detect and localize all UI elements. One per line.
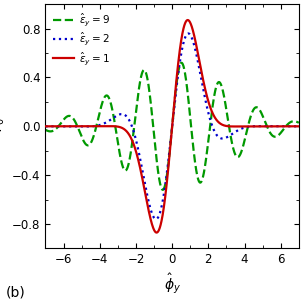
$\hat{\varepsilon}_y = 1$ bbox=[72, 125, 76, 128]
$\hat{\varepsilon}_y = 2$ bbox=[297, 125, 301, 128]
$\hat{\varepsilon}_y = 1$ bbox=[265, 125, 268, 128]
$\hat{\varepsilon}_y = 9$ bbox=[44, 128, 47, 132]
$\hat{\varepsilon}_y = 9$ bbox=[180, 61, 183, 65]
X-axis label: $\hat{\phi}_y$: $\hat{\phi}_y$ bbox=[164, 272, 181, 296]
$\hat{\varepsilon}_y = 2$ bbox=[292, 125, 296, 128]
$\hat{\varepsilon}_y = 2$ bbox=[72, 125, 76, 128]
$\hat{\varepsilon}_y = 9$ bbox=[152, 128, 155, 132]
Y-axis label: $\Psi_0$: $\Psi_0$ bbox=[0, 117, 7, 136]
$\hat{\varepsilon}_y = 2$ bbox=[265, 124, 268, 128]
Text: (b): (b) bbox=[6, 286, 26, 300]
$\hat{\varepsilon}_y = 1$ bbox=[297, 125, 301, 128]
$\hat{\varepsilon}_y = 9$ bbox=[72, 118, 76, 122]
$\hat{\varepsilon}_y = 2$ bbox=[187, 32, 190, 35]
$\hat{\varepsilon}_y = 1$ bbox=[141, 178, 145, 182]
$\hat{\varepsilon}_y = 1$ bbox=[44, 125, 47, 128]
$\hat{\varepsilon}_y = 9$ bbox=[141, 70, 145, 73]
$\hat{\varepsilon}_y = 1$ bbox=[186, 18, 190, 22]
$\hat{\varepsilon}_y = 2$ bbox=[152, 215, 155, 219]
$\hat{\varepsilon}_y = 9$ bbox=[88, 143, 91, 147]
$\hat{\varepsilon}_y = 2$ bbox=[88, 125, 91, 128]
$\hat{\varepsilon}_y = 1$ bbox=[152, 227, 155, 231]
Line: $\hat{\varepsilon}_y = 9$: $\hat{\varepsilon}_y = 9$ bbox=[45, 63, 299, 190]
$\hat{\varepsilon}_y = 1$ bbox=[88, 125, 91, 128]
$\hat{\varepsilon}_y = 9$ bbox=[297, 121, 301, 125]
$\hat{\varepsilon}_y = 9$ bbox=[292, 119, 296, 123]
$\hat{\varepsilon}_y = 9$ bbox=[265, 124, 268, 128]
$\hat{\varepsilon}_y = 9$ bbox=[161, 188, 165, 192]
$\hat{\varepsilon}_y = 2$ bbox=[44, 125, 47, 128]
$\hat{\varepsilon}_y = 2$ bbox=[141, 170, 145, 173]
$\hat{\varepsilon}_y = 2$ bbox=[154, 217, 158, 221]
Legend: $\hat{\varepsilon}_y = 9$, $\hat{\varepsilon}_y = 2$, $\hat{\varepsilon}_y = 1$: $\hat{\varepsilon}_y = 9$, $\hat{\vareps… bbox=[51, 9, 112, 69]
Line: $\hat{\varepsilon}_y = 2$: $\hat{\varepsilon}_y = 2$ bbox=[45, 34, 299, 219]
$\hat{\varepsilon}_y = 1$ bbox=[292, 125, 296, 128]
$\hat{\varepsilon}_y = 1$ bbox=[155, 231, 158, 235]
Line: $\hat{\varepsilon}_y = 1$: $\hat{\varepsilon}_y = 1$ bbox=[45, 20, 299, 233]
